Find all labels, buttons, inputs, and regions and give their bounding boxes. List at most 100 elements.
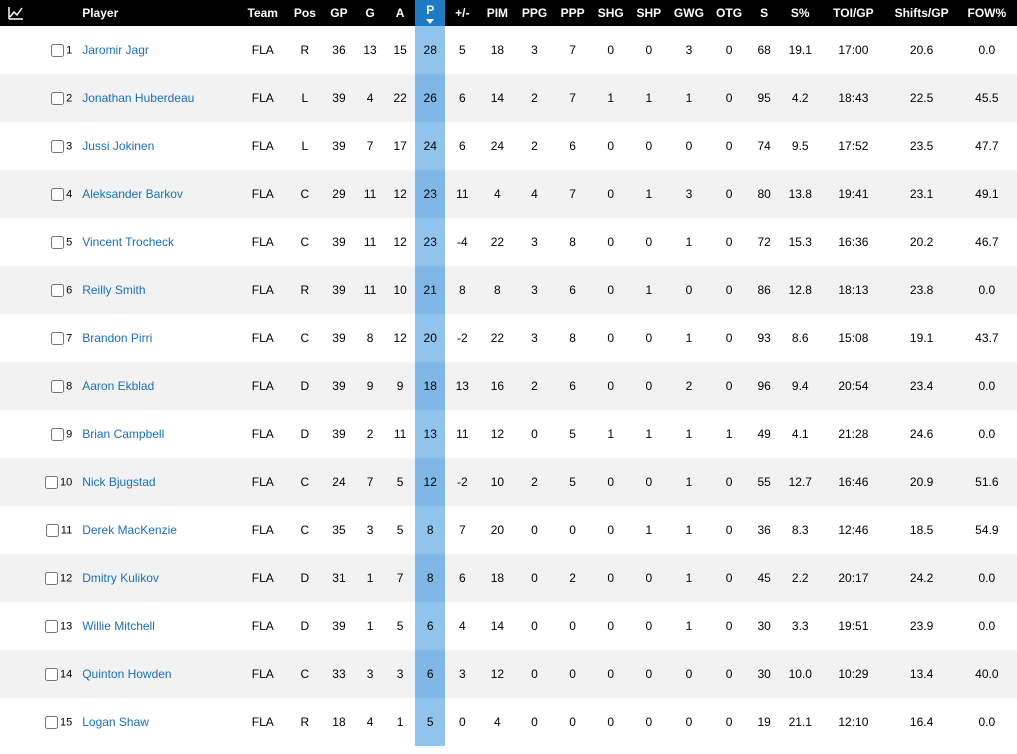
stat-cell-s: 68	[748, 26, 780, 74]
column-header-chart[interactable]	[0, 0, 32, 26]
stat-cell-g: 3	[355, 506, 385, 554]
column-header-p[interactable]: P	[415, 0, 445, 26]
player-link[interactable]: Dmitry Kulikov	[82, 571, 159, 585]
select-row-checkbox[interactable]	[46, 524, 59, 537]
player-link[interactable]: Brian Campbell	[82, 427, 164, 441]
column-header-ppp[interactable]: PPP	[554, 0, 592, 26]
chart-icon[interactable]	[8, 6, 24, 20]
rank-number: 14	[60, 668, 72, 680]
select-row-checkbox[interactable]	[51, 92, 64, 105]
select-row-checkbox[interactable]	[51, 44, 64, 57]
column-header-toi[interactable]: TOI/GP	[820, 0, 886, 26]
stat-cell-spct: 8.3	[780, 506, 820, 554]
stat-cell-pm: 13	[445, 362, 479, 410]
column-header-g[interactable]: G	[355, 0, 385, 26]
stat-cell-s: 45	[748, 554, 780, 602]
select-row-checkbox[interactable]	[45, 668, 58, 681]
column-header-pim[interactable]: PIM	[479, 0, 515, 26]
column-header-a[interactable]: A	[385, 0, 415, 26]
stat-cell-p: 28	[415, 26, 445, 74]
player-link[interactable]: Reilly Smith	[82, 283, 145, 297]
stat-cell-otg: 0	[710, 602, 748, 650]
column-label: GWG	[674, 6, 704, 20]
player-link[interactable]: Willie Mitchell	[82, 619, 155, 633]
column-header-fow[interactable]: FOW%	[957, 0, 1017, 26]
player-cell: Jaromir Jagr	[76, 26, 238, 74]
column-header-team[interactable]: Team	[239, 0, 287, 26]
stat-cell-pim: 4	[479, 170, 515, 218]
stat-cell-ppp: 2	[554, 554, 592, 602]
player-link[interactable]: Jussi Jokinen	[82, 139, 154, 153]
player-cell: Willie Mitchell	[76, 602, 238, 650]
stat-cell-shifts: 23.9	[886, 602, 956, 650]
stat-cell-shp: 0	[630, 314, 668, 362]
player-link[interactable]: Aaron Ekblad	[82, 379, 154, 393]
rank-number: 4	[66, 188, 72, 200]
stat-cell-pos: D	[287, 554, 323, 602]
select-row-checkbox[interactable]	[45, 476, 58, 489]
table-body: 1Jaromir JagrFLAR361315285183700306819.1…	[0, 26, 1017, 746]
column-header-shp[interactable]: SHP	[630, 0, 668, 26]
table-row: 4Aleksander BarkovFLAC291112231144701308…	[0, 170, 1017, 218]
stat-cell-team: FLA	[239, 410, 287, 458]
select-row-checkbox[interactable]	[51, 428, 64, 441]
stat-cell-shp: 1	[630, 74, 668, 122]
column-header-shifts[interactable]: Shifts/GP	[886, 0, 956, 26]
stat-cell-ppp: 6	[554, 122, 592, 170]
select-row-checkbox[interactable]	[51, 188, 64, 201]
player-link[interactable]: Jonathan Huberdeau	[82, 91, 194, 105]
player-link[interactable]: Logan Shaw	[82, 715, 149, 729]
select-row-checkbox[interactable]	[51, 140, 64, 153]
stat-cell-shg: 0	[592, 314, 630, 362]
stat-cell-g: 4	[355, 698, 385, 746]
player-link[interactable]: Brandon Pirri	[82, 331, 152, 345]
stat-cell-pim: 22	[479, 314, 515, 362]
player-link[interactable]: Nick Bjugstad	[82, 475, 155, 489]
column-header-otg[interactable]: OTG	[710, 0, 748, 26]
chart-cell	[0, 554, 32, 602]
stat-cell-pim: 12	[479, 650, 515, 698]
player-link[interactable]: Vincent Trocheck	[82, 235, 174, 249]
stat-cell-p: 6	[415, 602, 445, 650]
column-header-shg[interactable]: SHG	[592, 0, 630, 26]
select-row-checkbox[interactable]	[51, 236, 64, 249]
player-cell: Dmitry Kulikov	[76, 554, 238, 602]
stat-cell-toi: 20:54	[820, 362, 886, 410]
column-header-rank[interactable]	[32, 0, 76, 26]
column-header-pm[interactable]: +/-	[445, 0, 479, 26]
stat-cell-pos: C	[287, 506, 323, 554]
column-header-ppg[interactable]: PPG	[515, 0, 553, 26]
player-link[interactable]: Jaromir Jagr	[82, 43, 149, 57]
select-row-checkbox[interactable]	[45, 620, 58, 633]
stat-cell-a: 3	[385, 650, 415, 698]
select-row-checkbox[interactable]	[51, 332, 64, 345]
player-cell: Quinton Howden	[76, 650, 238, 698]
player-link[interactable]: Quinton Howden	[82, 667, 171, 681]
stat-cell-shifts: 23.4	[886, 362, 956, 410]
stat-cell-ppp: 8	[554, 314, 592, 362]
column-header-pos[interactable]: Pos	[287, 0, 323, 26]
column-header-gwg[interactable]: GWG	[668, 0, 710, 26]
column-header-gp[interactable]: GP	[323, 0, 355, 26]
stat-cell-otg: 0	[710, 170, 748, 218]
select-row-checkbox[interactable]	[51, 380, 64, 393]
player-link[interactable]: Aleksander Barkov	[82, 187, 183, 201]
stat-cell-pos: R	[287, 26, 323, 74]
stat-cell-fow: 47.7	[957, 122, 1017, 170]
select-row-checkbox[interactable]	[45, 716, 58, 729]
select-row-checkbox[interactable]	[45, 572, 58, 585]
stat-cell-pos: C	[287, 218, 323, 266]
stat-cell-otg: 0	[710, 362, 748, 410]
stat-cell-toi: 16:46	[820, 458, 886, 506]
stat-cell-shifts: 24.6	[886, 410, 956, 458]
stat-cell-ppg: 4	[515, 170, 553, 218]
stat-cell-shifts: 22.5	[886, 74, 956, 122]
stat-cell-gwg: 1	[668, 554, 710, 602]
stat-cell-shp: 1	[630, 170, 668, 218]
column-header-player[interactable]: Player	[76, 0, 238, 26]
column-header-s[interactable]: S	[748, 0, 780, 26]
player-link[interactable]: Derek MacKenzie	[82, 523, 177, 537]
column-header-spct[interactable]: S%	[780, 0, 820, 26]
select-row-checkbox[interactable]	[51, 284, 64, 297]
stat-cell-g: 3	[355, 650, 385, 698]
